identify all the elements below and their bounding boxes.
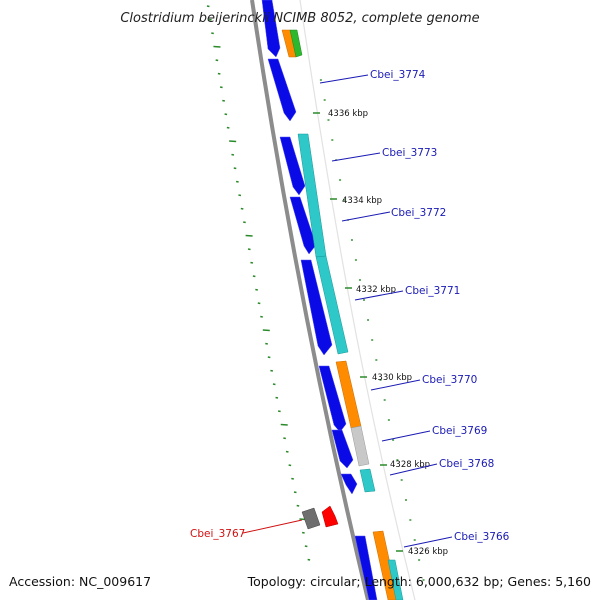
gene-labels: Cbei_3774 Cbei_3773 Cbei_3772 Cbei_3771 … [190, 69, 510, 543]
gc-tick [275, 396, 279, 399]
gc-tick [296, 504, 300, 507]
cds-segment-cyan[interactable] [315, 255, 349, 355]
gene-label-cbei-3769[interactable]: Cbei_3769 [432, 425, 487, 437]
cds-segment-green[interactable] [289, 29, 303, 58]
leader-line [381, 430, 431, 442]
cds-segment-grey[interactable] [350, 425, 370, 467]
cds-arrow[interactable] [331, 429, 354, 469]
scale-labels: 4336 kbp 4334 kbp 4332 kbp 4330 kbp 4328… [328, 109, 448, 557]
scale-ticks [313, 112, 403, 552]
leader-line [331, 152, 381, 162]
leader-line [242, 519, 303, 534]
gc-tick [270, 369, 274, 372]
gc-tick [267, 356, 271, 359]
gc-tick [217, 72, 221, 75]
gene-label-cbei-3770[interactable]: Cbei_3770 [422, 374, 477, 386]
gc-tick [235, 180, 239, 183]
gc-tick [291, 477, 294, 480]
gc-tick [219, 86, 223, 89]
gc-tick [206, 5, 210, 8]
cds-segment-orange[interactable] [372, 530, 399, 600]
scale-label: 4332 kbp [356, 285, 396, 295]
scale-label: 4326 kbp [408, 547, 448, 557]
gc-tick [222, 99, 225, 102]
gc-tick [288, 464, 292, 467]
cds-arrow-red[interactable] [321, 505, 339, 528]
gene-label-cbei-3774[interactable]: Cbei_3774 [370, 69, 426, 81]
gc-tick [211, 32, 214, 35]
leader-line [389, 463, 438, 476]
gc-tick [257, 302, 261, 305]
cds-arrow[interactable] [340, 473, 358, 495]
cds-arrow[interactable] [279, 136, 306, 196]
gc-tick [283, 437, 287, 440]
gc-tick [231, 153, 235, 156]
gc-tick [272, 383, 276, 386]
gc-tick [250, 261, 254, 264]
gc-tick [240, 207, 244, 210]
gc-tick [265, 342, 268, 345]
accession-text: Accession: NC_009617 [9, 574, 151, 589]
forward-strand-cds [261, 0, 378, 600]
cds-segment-cyan[interactable] [387, 559, 404, 600]
gc-tick [293, 491, 297, 494]
cds-arrow[interactable] [300, 259, 333, 356]
cds-grey-block[interactable] [301, 507, 321, 530]
gc-tick [233, 167, 237, 170]
cds-arrow[interactable] [318, 365, 347, 433]
genome-backbone [250, 0, 370, 600]
gc-tick [260, 315, 263, 318]
gc-tick [301, 531, 305, 534]
gene-label-cbei-3767[interactable]: Cbei_3767 [190, 528, 245, 540]
functional-category-track [281, 29, 404, 600]
scale-label: 4328 kbp [390, 460, 430, 470]
gc-tick [229, 140, 237, 143]
cds-arrow[interactable] [354, 535, 378, 600]
gene-label-cbei-3768[interactable]: Cbei_3768 [439, 458, 494, 470]
scale-label: 4330 kbp [372, 373, 412, 383]
cds-segment-cyan[interactable] [359, 468, 376, 493]
leader-line [370, 379, 421, 391]
gc-tick [238, 194, 242, 197]
gene-label-cbei-3766[interactable]: Cbei_3766 [454, 531, 510, 543]
gc-tick [243, 221, 246, 224]
leader-line [403, 536, 453, 548]
cds-arrow[interactable] [267, 58, 297, 122]
gc-tick [262, 329, 270, 332]
gc-tick [252, 275, 256, 278]
gc-tick [215, 59, 219, 62]
gc-tick [213, 45, 221, 48]
genome-summary-text: Topology: circular; Length: 6,000,632 bp… [247, 574, 591, 589]
gc-tick [285, 450, 289, 453]
cds-arrow[interactable] [289, 196, 317, 255]
gc-tick [280, 423, 288, 426]
leader-line [319, 74, 369, 84]
reverse-strand-cds [301, 505, 339, 530]
leader-line [341, 211, 391, 222]
scale-label: 4336 kbp [328, 109, 368, 119]
leader-line [354, 290, 404, 301]
gc-tick [307, 558, 311, 561]
gene-label-cbei-3772[interactable]: Cbei_3772 [391, 207, 446, 219]
gene-label-leaders [242, 74, 453, 548]
gc-tick [247, 248, 251, 251]
gc-tick [224, 113, 228, 116]
scale-label: 4334 kbp [342, 196, 382, 206]
outer-guide-line [299, 0, 416, 600]
gc-tick [245, 234, 253, 237]
gc-tick [226, 126, 230, 129]
gc-tick [277, 410, 281, 413]
gc-tick [208, 18, 212, 21]
gene-label-cbei-3773[interactable]: Cbei_3773 [382, 147, 437, 159]
map-title: Clostridium beijerinckii NCIMB 8052, com… [120, 11, 479, 26]
gc-content-track [206, 5, 425, 581]
cds-arrow[interactable] [261, 0, 281, 58]
gc-tick [255, 288, 258, 291]
gc-tick [304, 545, 308, 548]
gene-label-cbei-3771[interactable]: Cbei_3771 [405, 285, 460, 297]
